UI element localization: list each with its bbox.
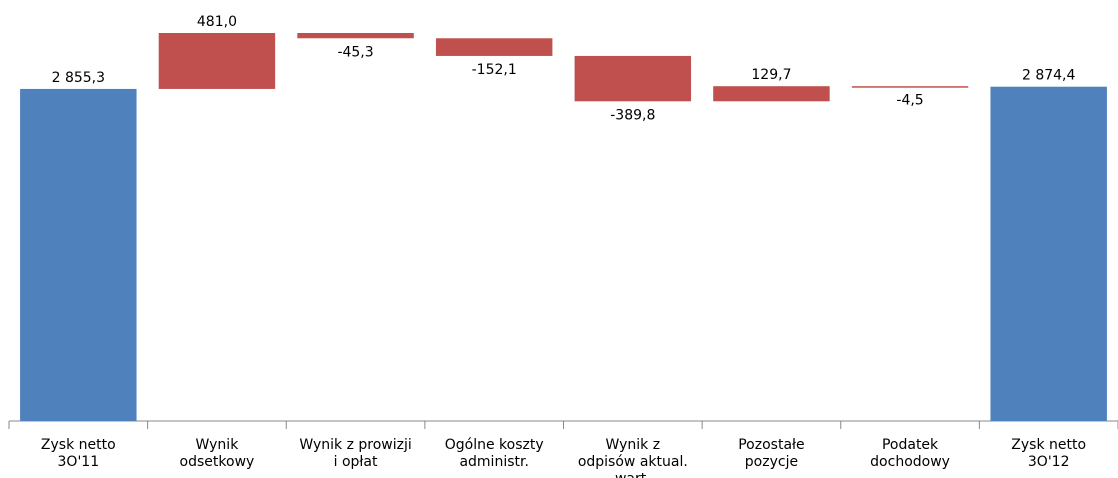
bar xyxy=(851,86,969,88)
value-label: 481,0 xyxy=(197,14,237,30)
x-tick-label: Pozostałe pozycje xyxy=(738,437,805,470)
value-label: -45,3 xyxy=(337,44,373,60)
bar xyxy=(435,38,553,56)
x-tick-label: Ogólne koszty administr. xyxy=(444,437,544,470)
value-label: -4,5 xyxy=(896,93,923,109)
value-label: 2 855,3 xyxy=(52,70,105,86)
x-tick-label: Wynik z odpisów aktual. wart. xyxy=(577,437,688,478)
bar xyxy=(297,32,414,39)
x-tick-label: Wynik z prowizji i opłat xyxy=(299,437,412,470)
bar xyxy=(990,86,1107,422)
value-label: -152,1 xyxy=(472,62,517,78)
bar xyxy=(713,86,830,102)
bar xyxy=(20,88,137,421)
x-tick-label: Podatek dochodowy xyxy=(870,437,950,470)
value-label: -389,8 xyxy=(610,107,655,123)
bar xyxy=(158,32,276,89)
x-tick-label: Zysk netto 3O'11 xyxy=(40,437,116,470)
x-tick-label: Zysk netto 3O'12 xyxy=(1011,437,1087,470)
bar xyxy=(574,55,692,102)
x-tick-label: Wynik odsetkowy xyxy=(179,437,255,470)
value-label: 2 874,4 xyxy=(1022,68,1076,84)
value-label: 129,7 xyxy=(751,67,791,83)
